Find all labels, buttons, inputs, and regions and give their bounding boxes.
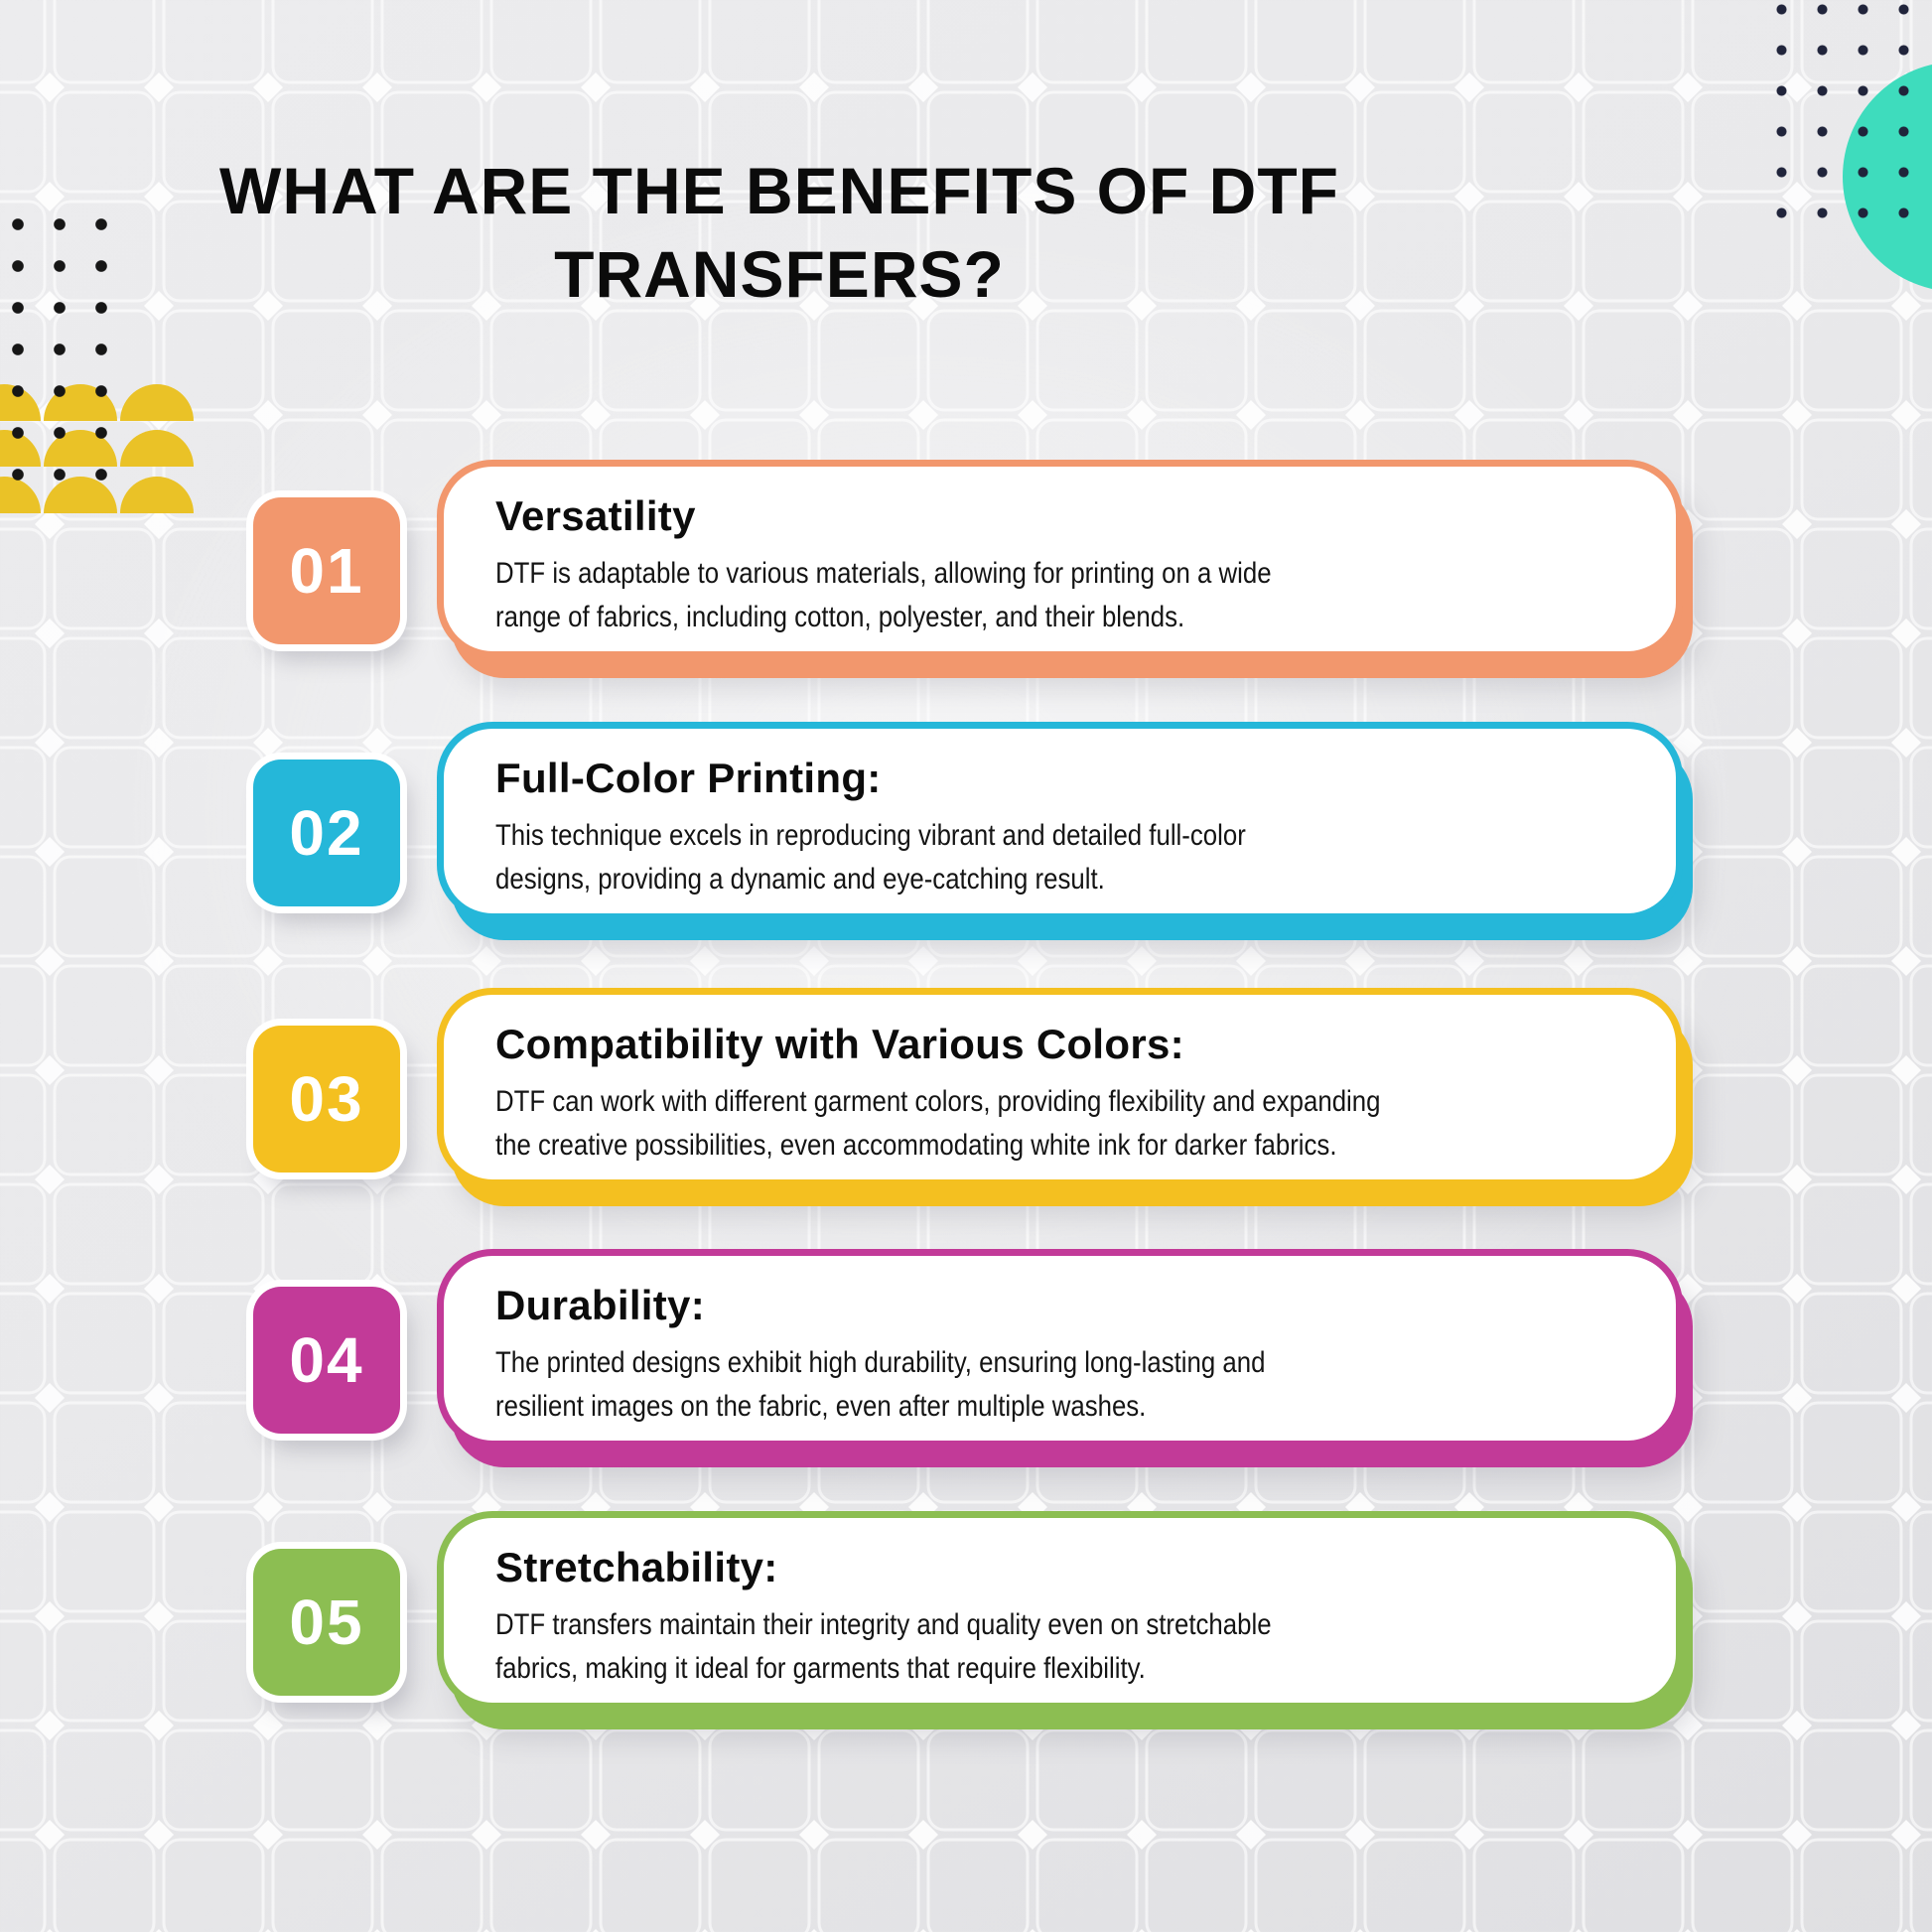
benefit-heading: Stretchability: — [495, 1544, 778, 1590]
benefit-card: Compatibility with Various Colors: DTF c… — [437, 988, 1683, 1186]
dot-grid-left — [0, 204, 123, 495]
page-title-line1: WHAT ARE THE BENEFITS OF DTF — [219, 154, 1339, 227]
benefit-row-1: Versatility DTF is adaptable to various … — [0, 460, 1932, 658]
number-badge: 01 — [253, 497, 400, 644]
benefit-card: Versatility DTF is adaptable to various … — [437, 460, 1683, 658]
benefit-row-2: Full-Color Printing: This technique exce… — [0, 722, 1932, 920]
benefit-row-4: Durability: The printed designs exhibit … — [0, 1249, 1932, 1448]
benefit-description: The printed designs exhibit high durabil… — [495, 1346, 1266, 1423]
dot-grid-top-right — [1761, 0, 1926, 233]
benefit-heading: Full-Color Printing: — [495, 755, 882, 801]
page-title: WHAT ARE THE BENEFITS OF DTF TRANSFERS? — [114, 149, 1445, 316]
benefit-card: Full-Color Printing: This technique exce… — [437, 722, 1683, 920]
benefit-description: DTF can work with different garment colo… — [495, 1085, 1381, 1162]
benefit-description: DTF transfers maintain their integrity a… — [495, 1608, 1272, 1685]
number-badge: 03 — [253, 1026, 400, 1173]
page-title-line2: TRANSFERS? — [554, 237, 1005, 311]
benefit-card: Durability: The printed designs exhibit … — [437, 1249, 1683, 1448]
number-badge: 02 — [253, 759, 400, 906]
benefit-heading: Compatibility with Various Colors: — [495, 1021, 1184, 1067]
benefit-card: Stretchability: DTF transfers maintain t… — [437, 1511, 1683, 1710]
number-badge: 05 — [253, 1549, 400, 1696]
benefit-description: This technique excels in reproducing vib… — [495, 819, 1246, 896]
benefit-row-3: Compatibility with Various Colors: DTF c… — [0, 988, 1932, 1186]
benefit-row-5: Stretchability: DTF transfers maintain t… — [0, 1511, 1932, 1710]
benefit-heading: Versatility — [495, 492, 696, 539]
benefit-heading: Durability: — [495, 1282, 705, 1328]
benefit-description: DTF is adaptable to various materials, a… — [495, 557, 1272, 633]
number-badge: 04 — [253, 1287, 400, 1434]
